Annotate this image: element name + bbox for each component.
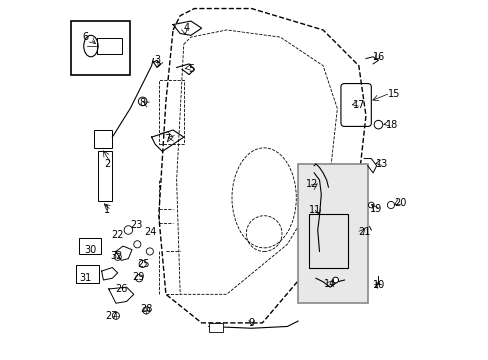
Text: 23: 23 xyxy=(130,220,142,230)
Text: 5: 5 xyxy=(188,64,194,74)
Bar xyxy=(208,323,223,332)
FancyBboxPatch shape xyxy=(298,164,367,303)
Text: 12: 12 xyxy=(305,179,318,189)
Text: 27: 27 xyxy=(105,311,118,321)
Text: 20: 20 xyxy=(394,198,406,208)
Text: 9: 9 xyxy=(248,318,254,328)
Text: 21: 21 xyxy=(358,227,370,237)
Text: 8: 8 xyxy=(140,98,145,108)
Text: 13: 13 xyxy=(375,159,387,169)
Text: 10: 10 xyxy=(373,280,385,291)
Text: 26: 26 xyxy=(115,284,127,294)
Circle shape xyxy=(332,277,338,283)
Text: 31: 31 xyxy=(79,273,91,283)
Text: 4: 4 xyxy=(183,23,189,33)
Bar xyxy=(98,152,112,202)
Text: 25: 25 xyxy=(137,259,150,269)
Text: 32: 32 xyxy=(110,251,122,261)
Text: 19: 19 xyxy=(369,203,381,213)
Bar xyxy=(94,130,112,148)
Text: 22: 22 xyxy=(111,230,123,240)
Text: 6: 6 xyxy=(82,32,88,42)
Text: 1: 1 xyxy=(103,205,110,215)
Text: 28: 28 xyxy=(140,304,152,314)
Text: 17: 17 xyxy=(352,100,364,110)
Text: 15: 15 xyxy=(387,89,399,99)
Text: 29: 29 xyxy=(132,272,144,282)
Text: 16: 16 xyxy=(373,52,385,62)
Text: 3: 3 xyxy=(154,55,160,65)
Text: 30: 30 xyxy=(84,245,96,255)
Text: 24: 24 xyxy=(144,227,157,237)
Text: 14: 14 xyxy=(324,279,336,289)
Text: 11: 11 xyxy=(308,205,321,215)
Text: 2: 2 xyxy=(103,159,110,169)
Text: 18: 18 xyxy=(385,120,397,130)
Text: 7: 7 xyxy=(164,134,170,144)
